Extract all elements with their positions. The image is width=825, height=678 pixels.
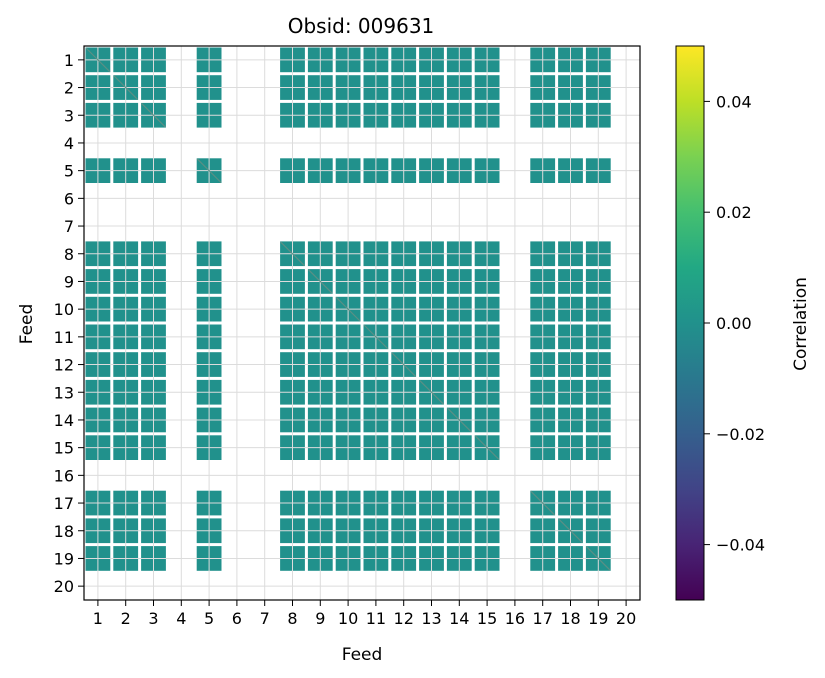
x-tick-label-9: 9 (315, 609, 325, 628)
diagonal-mark-5 (196, 158, 222, 183)
y-tick-label-17: 17 (54, 494, 74, 513)
y-tick-label-14: 14 (54, 411, 74, 430)
plot-frame (83, 45, 641, 601)
x-tick-label-13: 13 (421, 609, 441, 628)
x-tick-label-6: 6 (232, 609, 242, 628)
colorbar-tick-label-4: −0.04 (716, 536, 765, 555)
y-axis-label: Feed (17, 304, 37, 345)
y-tick-label-18: 18 (54, 522, 74, 541)
x-tick-label-17: 17 (533, 609, 553, 628)
diagonal-mark-19 (585, 546, 611, 571)
y-tick-label-4: 4 (64, 134, 74, 153)
colorbar (675, 45, 705, 601)
x-tick-label-3: 3 (148, 609, 158, 628)
x-tick-label-10: 10 (338, 609, 358, 628)
y-tick-label-19: 19 (54, 549, 74, 568)
x-tick-label-12: 12 (394, 609, 414, 628)
diagonal-mark-10 (335, 296, 361, 322)
x-tick-label-8: 8 (287, 609, 297, 628)
x-tick-label-11: 11 (366, 609, 386, 628)
diagonal-mark-2 (113, 75, 139, 100)
diagonal-mark-18 (558, 518, 583, 544)
chart-title: Obsid: 009631 (288, 14, 435, 38)
x-tick-label-19: 19 (588, 609, 608, 628)
x-tick-label-18: 18 (560, 609, 580, 628)
x-tick-label-16: 16 (505, 609, 525, 628)
y-tick-label-3: 3 (64, 106, 74, 125)
colorbar-tick-label-0: 0.04 (716, 92, 752, 111)
colorbar-ticks: 0.04 0.02 0.00 −0.02 −0.04 (704, 92, 765, 555)
y-tick-label-10: 10 (54, 300, 74, 319)
diagonal-mark-12 (391, 352, 417, 377)
x-tick-label-4: 4 (176, 609, 186, 628)
y-tick-label-7: 7 (64, 217, 74, 236)
x-tick-label-15: 15 (477, 609, 497, 628)
colorbar-tick-label-3: −0.02 (716, 425, 765, 444)
y-tick-label-15: 15 (54, 439, 74, 458)
y-tick-label-13: 13 (54, 383, 74, 402)
x-tick-label-20: 20 (616, 609, 636, 628)
x-tick-label-7: 7 (260, 609, 270, 628)
x-tick-label-1: 1 (93, 609, 103, 628)
y-tick-label-5: 5 (64, 162, 74, 181)
diagonal (85, 47, 611, 571)
y-tick-label-2: 2 (64, 79, 74, 98)
diagonal-mark-13 (419, 379, 444, 405)
x-tick-label-5: 5 (204, 609, 214, 628)
y-tick-label-8: 8 (64, 245, 74, 264)
grid-lines (84, 46, 640, 600)
colorbar-tick-label-1: 0.02 (716, 203, 752, 222)
y-tick-label-20: 20 (54, 577, 74, 596)
y-tick-label-11: 11 (54, 328, 74, 347)
x-tick-label-2: 2 (121, 609, 131, 628)
y-tick-label-1: 1 (64, 51, 74, 70)
y-tick-label-16: 16 (54, 466, 74, 485)
y-tick-label-6: 6 (64, 189, 74, 208)
diagonal-mark-15 (474, 435, 500, 460)
diagonal-mark-14 (446, 407, 472, 433)
x-axis-label: Feed (342, 645, 383, 665)
y-tick-label-9: 9 (64, 272, 74, 291)
colorbar-tick-label-2: 0.00 (716, 314, 752, 333)
diagonal-mark-8 (280, 241, 305, 267)
x-tick-label-14: 14 (449, 609, 469, 628)
diagonal-mark-11 (363, 324, 389, 350)
y-tick-label-12: 12 (54, 356, 74, 375)
x-ticks: 1 2 3 4 5 6 7 8 9 10 11 12 13 14 15 16 17 18 19 20 (93, 600, 636, 628)
colorbar-label: Correlation (791, 277, 811, 371)
diagonal-mark-9 (307, 269, 333, 294)
diagonal-mark-3 (141, 102, 166, 128)
diagonal-mark-17 (530, 490, 556, 516)
diagonal-mark-1 (85, 47, 111, 73)
